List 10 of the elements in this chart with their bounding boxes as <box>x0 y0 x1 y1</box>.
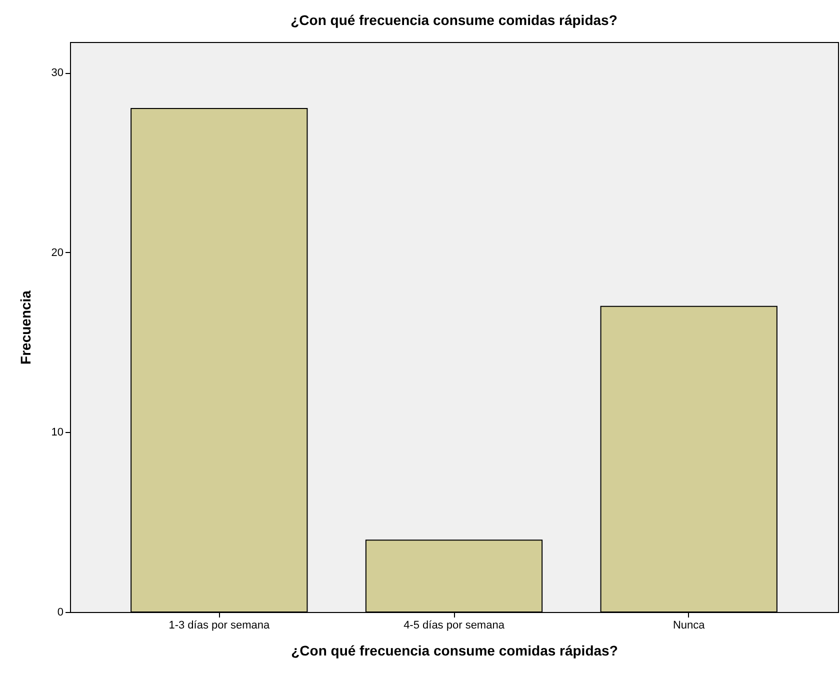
chart-title: ¿Con qué frecuencia consume comidas rápidas? <box>290 12 618 28</box>
x-tick-label: 4-5 días por semana <box>404 620 506 632</box>
y-tick-label: 30 <box>51 67 64 80</box>
x-axis-title: ¿Con qué frecuencia consume comidas rápidas? <box>291 642 618 658</box>
x-tick-label: Nunca <box>672 620 706 632</box>
y-axis-title: Frecuencia <box>17 290 34 364</box>
x-tick-label: 1-3 días por semana <box>168 620 270 632</box>
y-tick-label: 20 <box>51 246 64 259</box>
y-tick-label: 10 <box>51 426 64 439</box>
y-tick-label: 0 <box>57 606 64 618</box>
